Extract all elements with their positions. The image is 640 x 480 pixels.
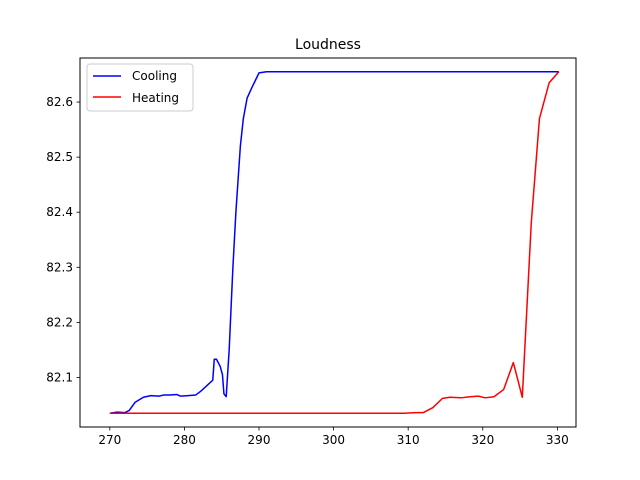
y-tick-label: 82.3 xyxy=(46,260,73,274)
y-tick-label: 82.4 xyxy=(46,205,73,219)
x-tick-label: 310 xyxy=(397,433,420,447)
legend-label-heating: Heating xyxy=(132,91,179,105)
x-tick-label: 280 xyxy=(173,433,196,447)
x-tick-label: 330 xyxy=(546,433,569,447)
x-tick-label: 290 xyxy=(248,433,271,447)
legend: Cooling Heating xyxy=(86,63,194,112)
x-axis: 270 280 290 300 310 320 330 xyxy=(98,427,569,447)
series-layer xyxy=(109,71,560,414)
x-tick-label: 270 xyxy=(98,433,121,447)
y-tick-label: 82.5 xyxy=(46,150,73,164)
series-line-cooling xyxy=(109,71,559,414)
x-tick-label: 300 xyxy=(322,433,345,447)
y-axis: 82.1 82.2 82.3 82.4 82.5 82.6 xyxy=(46,95,80,384)
y-tick-label: 82.6 xyxy=(46,95,73,109)
x-tick-label: 320 xyxy=(471,433,494,447)
series-line-heating xyxy=(109,71,560,414)
legend-label-cooling: Cooling xyxy=(132,69,177,83)
y-tick-label: 82.2 xyxy=(46,315,73,329)
chart-title: Loudness xyxy=(295,37,361,53)
y-tick-label: 82.1 xyxy=(46,370,73,384)
plot-area xyxy=(79,57,577,428)
